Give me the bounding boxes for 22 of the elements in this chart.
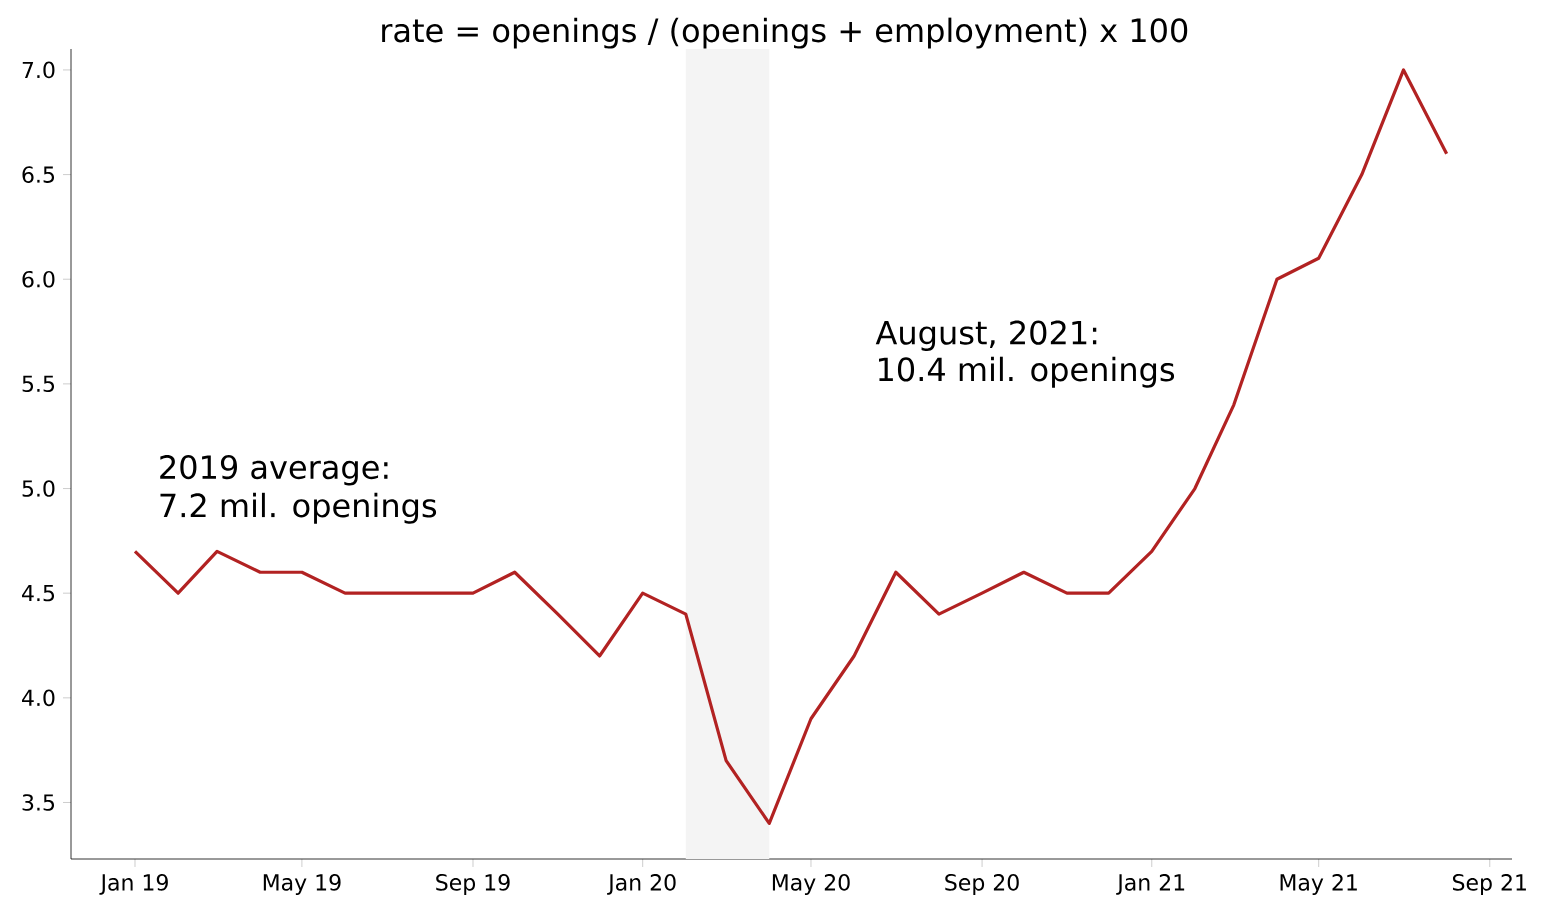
annotation: 2019 average: (160, 455, 388, 486)
x-tick-label: Sep 20 (945, 874, 1019, 895)
x-tick-label: Jan 20 (607, 874, 676, 895)
y-tick-label: 4.5 (22, 585, 55, 602)
x-tick-label: Sep 21 (1452, 874, 1526, 895)
x-tick-label: Jan 19 (99, 874, 168, 895)
y-tick-label: 7.0 (22, 61, 55, 79)
x-tick-label: Jan 21 (1116, 874, 1185, 895)
x-tick-label: May 19 (263, 874, 341, 895)
x-tick-label: May 21 (1280, 874, 1357, 895)
chart-subtitle: rate = openings / (openings + employment) x 100 (382, 17, 1188, 49)
x-tick-label: May 20 (772, 874, 850, 895)
y-tick-label: 3.5 (22, 794, 55, 811)
y-tick-label: 6.0 (22, 270, 55, 288)
y-tick-label: 5.5 (22, 375, 55, 393)
annotation: August, 2021: (875, 320, 1097, 351)
annotation: 7.2 mil. openings (160, 492, 437, 524)
x-tick-label: Sep 19 (436, 874, 510, 895)
y-tick-label: 6.5 (22, 166, 55, 183)
y-tick-label: 5.0 (22, 480, 55, 497)
y-tick-label: 4.0 (22, 689, 55, 707)
annotation: 10.4 mil. openings (879, 356, 1175, 388)
